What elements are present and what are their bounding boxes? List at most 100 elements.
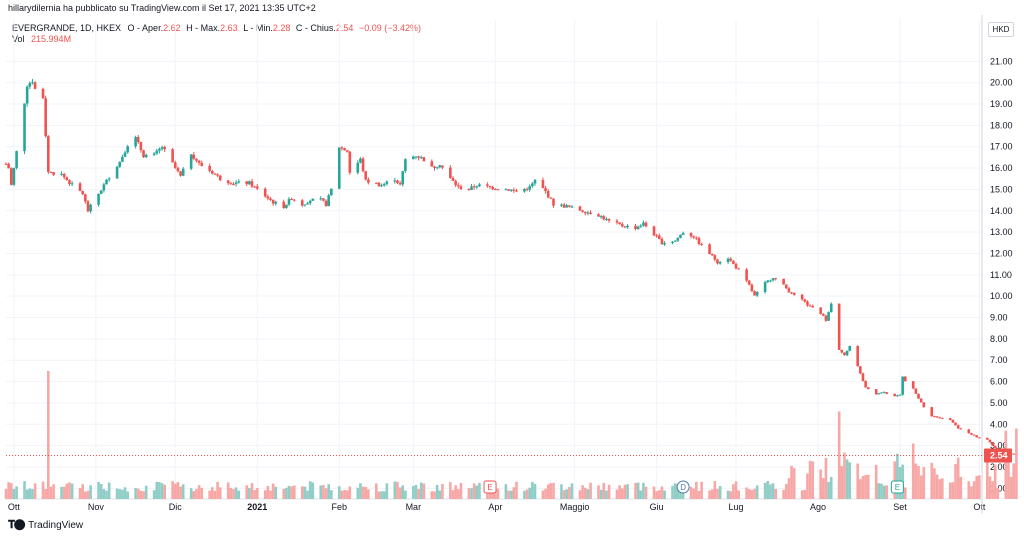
candle-body <box>4 163 8 165</box>
candle-body <box>642 222 645 226</box>
earnings-marker <box>890 480 904 494</box>
volume-bar <box>806 473 809 499</box>
candle-body <box>33 82 37 89</box>
symbol-line[interactable]: EVERGRANDE, 1D, HKEX <box>12 23 122 33</box>
candle-body <box>784 284 788 289</box>
candle-body <box>451 177 455 181</box>
last-price-badge <box>984 448 1012 463</box>
volume-bar <box>4 488 8 499</box>
candle-body <box>782 278 785 285</box>
candle-body <box>306 203 309 205</box>
volume-bar <box>885 485 889 499</box>
candle-body <box>880 392 883 394</box>
volume-bar <box>49 486 53 499</box>
candle-body <box>745 269 748 281</box>
volume-bar <box>401 485 405 499</box>
volume-bar <box>290 486 293 499</box>
candle-body <box>456 185 460 187</box>
x-tick-label: Maggio <box>560 502 590 512</box>
candle-body <box>531 183 534 187</box>
tradingview-brand[interactable]: 𝐓⬤ TradingView <box>8 519 83 532</box>
candle-body <box>47 136 50 172</box>
candle-body <box>893 393 897 397</box>
candle-body <box>581 210 584 212</box>
candle-body <box>954 422 957 426</box>
candle-body <box>155 150 159 154</box>
volume-label[interactable]: Vol <box>12 34 25 44</box>
candle-body <box>62 173 66 178</box>
volume-bar <box>753 488 756 499</box>
candle-body <box>139 142 143 151</box>
y-tick-label: 11.00 <box>990 270 1012 280</box>
candle-body <box>652 226 656 236</box>
volume-bar <box>121 489 124 499</box>
volume-bar <box>7 482 10 499</box>
volume-bar <box>300 486 304 499</box>
volume-bar <box>996 487 1000 499</box>
volume-bar <box>769 484 772 499</box>
volume-bar <box>31 489 34 499</box>
volume-bar <box>729 491 733 499</box>
candle-body <box>655 235 658 237</box>
volume-bar <box>959 476 963 499</box>
volume-bar <box>560 484 563 499</box>
volume-bar <box>218 487 222 499</box>
candle-body <box>23 103 26 152</box>
volume-bar <box>930 462 934 499</box>
volume-bar <box>660 486 664 499</box>
volume-bar <box>126 491 129 499</box>
candle-body <box>345 150 349 152</box>
candle-body <box>115 166 119 179</box>
candle-body <box>732 260 735 264</box>
candle-body <box>179 171 182 176</box>
candle-body <box>671 241 674 244</box>
y-tick-label: 21.00 <box>990 56 1013 66</box>
candle-body <box>200 162 204 166</box>
volume-bar <box>639 490 643 499</box>
volume-bar <box>422 483 426 499</box>
volume-bar <box>134 487 137 499</box>
y-tick-label: 19.00 <box>990 99 1013 109</box>
volume-bar <box>234 487 238 499</box>
volume-bar <box>385 483 389 499</box>
volume-bar <box>102 489 106 499</box>
volume-bar <box>68 482 71 499</box>
volume-bar <box>917 466 920 499</box>
y-tick-label: 12.00 <box>990 248 1013 258</box>
candle-body <box>562 204 566 208</box>
candle-body <box>234 182 238 185</box>
volume-bar <box>718 486 722 499</box>
volume-bar <box>324 488 328 499</box>
candle-body <box>837 303 841 350</box>
currency-button[interactable]: HKD <box>988 22 1014 37</box>
volume-bar <box>9 483 13 499</box>
candle-body <box>422 157 426 162</box>
y-tick-label: 17.00 <box>990 142 1013 152</box>
candle-body <box>583 211 587 214</box>
y-tick-label: 5.00 <box>990 398 1008 408</box>
tradingview-logo-icon: 𝐓⬤ <box>8 519 25 531</box>
volume-bar <box>864 474 867 499</box>
candle-body <box>747 280 751 285</box>
candle-body <box>441 165 444 168</box>
candle-body <box>597 214 600 217</box>
volume-bar <box>837 411 841 499</box>
candle-body <box>859 366 862 374</box>
candle-body <box>689 232 693 237</box>
candle-body <box>218 175 222 181</box>
candle-body <box>599 216 603 218</box>
volume-bar <box>935 474 939 499</box>
candle-body <box>414 156 418 158</box>
candle-body <box>144 154 148 158</box>
candle-body <box>134 137 137 147</box>
candle-body <box>615 220 619 223</box>
candle-body <box>993 445 997 448</box>
candle-body <box>496 189 500 191</box>
volume-bar <box>568 486 571 499</box>
candle-body <box>753 291 756 296</box>
volume-bar <box>404 490 407 499</box>
candle-body <box>824 315 828 321</box>
volume-bar <box>811 461 815 499</box>
volume-bar <box>874 464 878 499</box>
